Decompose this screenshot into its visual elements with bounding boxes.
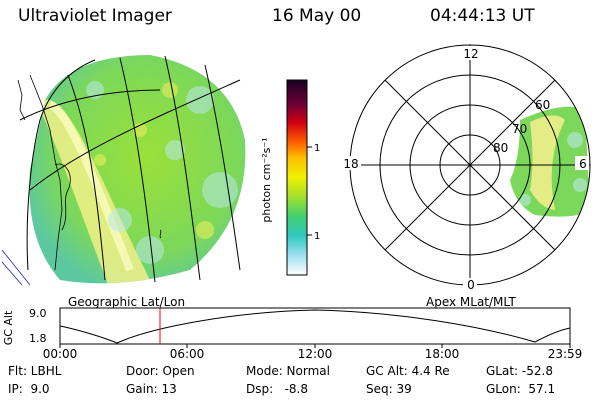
mlt-label-18: 18 bbox=[343, 157, 358, 171]
footer-glat: GLat: -52.8 bbox=[486, 364, 553, 378]
geographic-grid bbox=[19, 55, 241, 283]
timeline-xtick-1200: 12:00 bbox=[298, 347, 333, 361]
colorbar-unit-label: photon cm⁻²s⁻¹ bbox=[260, 137, 273, 222]
timeline-ytick-1.8: 1.8 bbox=[29, 332, 47, 345]
timeline-ytick-9: 9.0 bbox=[29, 307, 47, 320]
mlt-label-6: 6 bbox=[579, 157, 587, 171]
timeline-xtick-0000: 00:00 bbox=[43, 347, 78, 361]
lat-label-80: 80 bbox=[493, 141, 508, 155]
polar-grid bbox=[349, 44, 591, 286]
footer-flt: Flt: LBHL bbox=[8, 364, 62, 378]
mlt-label-0: 0 bbox=[467, 278, 475, 292]
footer-dsp: Dsp: -8.8 bbox=[246, 382, 309, 396]
orbit-timeline: GC Alt 9.0 1.8 00:00 06:00 12:00 18:00 2… bbox=[2, 307, 583, 361]
colorbar-tick-10: 10 bbox=[314, 231, 320, 242]
polar-plot: 12 18 6 0 60 70 80 bbox=[341, 44, 591, 292]
colorbar: photon cm⁻²s⁻¹ 100 10 bbox=[260, 79, 320, 276]
footer-gain: Gain: 13 bbox=[126, 382, 177, 396]
lat-label-70: 70 bbox=[512, 122, 527, 136]
polar-emission bbox=[510, 106, 590, 217]
time-label: 04:44:13 UT bbox=[430, 6, 535, 26]
coastline-lines bbox=[1, 249, 31, 286]
uv-emission-disc bbox=[29, 55, 246, 284]
footer-mode: Mode: Normal bbox=[246, 364, 330, 378]
altitude-curve bbox=[59, 309, 571, 344]
footer-ip: IP: 9.0 bbox=[8, 382, 50, 396]
timeline-frame bbox=[59, 307, 571, 345]
footer-seq: Seq: 39 bbox=[366, 382, 412, 396]
timeline-xtick-2359: 23:59 bbox=[548, 347, 583, 361]
geographic-image bbox=[1, 55, 246, 286]
instrument-title: Ultraviolet Imager bbox=[18, 6, 172, 26]
timeline-xtick-1800: 18:00 bbox=[425, 347, 460, 361]
mlt-label-12: 12 bbox=[463, 47, 478, 61]
colorbar-gradient bbox=[286, 79, 308, 276]
geographic-panel-label: Geographic Lat/Lon bbox=[68, 295, 186, 309]
colorbar-tick-100: 100 bbox=[314, 143, 320, 154]
apex-panel-label: Apex MLat/MLT bbox=[426, 295, 516, 309]
footer-glon: GLon: 57.1 bbox=[486, 382, 556, 396]
footer-door: Door: Open bbox=[126, 364, 195, 378]
timeline-xtick-0600: 06:00 bbox=[170, 347, 205, 361]
lat-label-60: 60 bbox=[535, 98, 550, 112]
date-label: 16 May 00 bbox=[272, 6, 362, 26]
continent-outline bbox=[17, 74, 162, 271]
timeline-y-axis-label: GC Alt bbox=[2, 310, 15, 345]
footer-gcalt: GC Alt: 4.4 Re bbox=[366, 364, 450, 378]
